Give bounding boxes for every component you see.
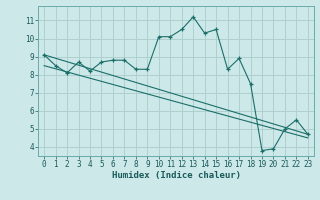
X-axis label: Humidex (Indice chaleur): Humidex (Indice chaleur): [111, 171, 241, 180]
